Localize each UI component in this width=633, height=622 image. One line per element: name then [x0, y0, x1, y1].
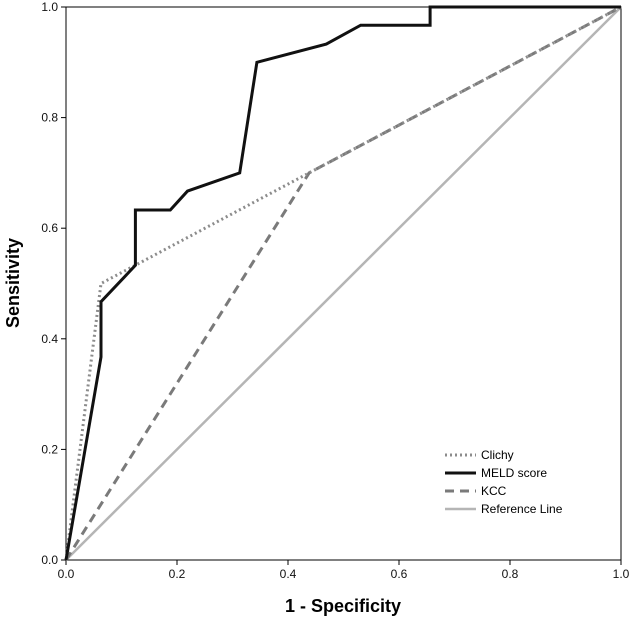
- x-tick-label: 0.0: [58, 567, 75, 581]
- series-line-clichy: [64, 5, 622, 561]
- y-axis-title: Sensitivity: [3, 238, 23, 328]
- x-axis-title: 1 - Specificity: [285, 596, 401, 616]
- legend-label-clichy: Clichy: [481, 448, 514, 462]
- y-tick-label: 0.4: [41, 332, 58, 346]
- x-tick-label: 1.0: [613, 567, 630, 581]
- x-tick-label: 0.2: [169, 567, 186, 581]
- y-tick-label: 0.0: [41, 553, 58, 567]
- y-tick-label: 0.6: [41, 221, 58, 235]
- legend-label-meld-score: MELD score: [481, 466, 547, 480]
- y-tick-label: 1.0: [41, 0, 58, 14]
- series-line-kcc: [64, 5, 622, 561]
- x-tick-label: 0.8: [502, 567, 519, 581]
- legend-label-kcc: KCC: [481, 484, 507, 498]
- series-line-meld-score: [64, 5, 621, 561]
- series-layer: [64, 5, 622, 561]
- axis-ticks: 0.0 0.2 0.4 0.6 0.8 1.0 0.0 0.2 0.4 0.6 0.8 1.0: [41, 0, 629, 581]
- series-line-reference-line: [65, 6, 622, 561]
- legend-label-reference-line: Reference Line: [481, 502, 563, 516]
- legend: Clichy MELD score KCC Reference Line: [445, 448, 563, 516]
- x-tick-label: 0.4: [280, 567, 297, 581]
- y-tick-label: 0.2: [41, 442, 58, 456]
- x-tick-label: 0.6: [391, 567, 408, 581]
- y-tick-label: 0.8: [41, 111, 58, 125]
